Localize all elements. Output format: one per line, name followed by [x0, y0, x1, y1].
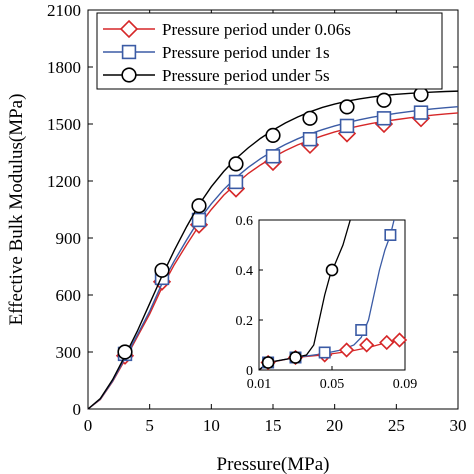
inset-data-point-pressure-period-under-0-06s — [391, 332, 408, 348]
inset-x-tick-label: 0.09 — [393, 377, 418, 392]
inset-data-point-pressure-period-under-0-06s — [359, 337, 375, 353]
legend-marker-pressure-period-under-1s — [121, 44, 137, 60]
data-point-pressure-period-under-1s — [302, 132, 318, 147]
inset-y-tick-label: 0.6 — [236, 214, 254, 229]
y-tick-label: 1200 — [47, 172, 81, 191]
inset-data-point-pressure-period-under-5s — [325, 263, 339, 277]
main-chart: 0 5 10 15 20 25 3003006009001200150018002100Pr… — [6, 1, 467, 474]
data-point-pressure-period-under-5s — [376, 92, 392, 108]
data-point-pressure-period-under-5s — [117, 344, 133, 360]
y-tick-label: 1800 — [47, 58, 81, 77]
x-axis-label: Pressure(MPa) — [217, 454, 330, 474]
data-point-pressure-period-under-5s — [228, 156, 244, 172]
inset-series-line-pressure-period-under-5s — [259, 220, 351, 370]
y-tick-label: 0 — [73, 400, 82, 419]
inset-x-tick-label: 0.01 — [247, 377, 272, 392]
x-tick-label: 5 — [145, 416, 154, 435]
y-axis-label: Effective Bulk Modulus(MPa) — [6, 94, 27, 326]
data-point-pressure-period-under-1s — [228, 174, 244, 190]
inset-data-point-pressure-period-under-1s — [318, 346, 331, 359]
data-point-pressure-period-under-5s — [302, 110, 318, 126]
data-point-pressure-period-under-1s — [265, 149, 281, 164]
x-tick-label: 25 — [388, 416, 405, 435]
legend-marker-pressure-period-under-5s — [121, 67, 137, 83]
inset-chart: 0.01 0.05 0.09 0 0.2 0.4 0.6 — [236, 214, 418, 392]
legend-label-pressure-period-under-5s: Pressure period under 5s — [162, 66, 330, 85]
inset-data-point-pressure-period-under-5s — [261, 356, 275, 369]
data-point-pressure-period-under-5s — [265, 127, 281, 143]
x-tick-label: 20 — [326, 416, 343, 435]
inset-data-point-pressure-period-under-1s — [384, 229, 397, 242]
inset-y-tick-label: 0.4 — [236, 264, 254, 279]
inset-data-point-pressure-period-under-5s — [289, 351, 302, 364]
data-point-pressure-period-under-1s — [339, 118, 355, 134]
data-point-pressure-period-under-1s — [191, 212, 207, 228]
x-tick-label: 15 — [265, 416, 282, 435]
legend-label-pressure-period-under-0-06s: Pressure period under 0.06s — [162, 20, 351, 39]
legend: Pressure period under 0.06s Pressure peri… — [96, 12, 443, 90]
y-tick-label: 2100 — [47, 1, 81, 20]
inset-x-tick-label: 0.05 — [320, 377, 345, 392]
data-point-pressure-period-under-1s — [413, 105, 429, 120]
data-point-pressure-period-under-5s — [154, 262, 170, 278]
legend-marker-pressure-period-under-0-06s — [119, 19, 139, 39]
x-tick-label: 0 — [84, 416, 93, 435]
inset-data-point-pressure-period-under-0-06s — [379, 334, 395, 351]
y-tick-label: 600 — [56, 286, 82, 305]
inset-data-point-pressure-period-under-0-06s — [338, 342, 355, 358]
y-tick-label: 1500 — [47, 115, 81, 134]
legend-label-pressure-period-under-1s: Pressure period under 1s — [162, 43, 330, 62]
data-point-pressure-period-under-5s — [413, 86, 429, 103]
y-tick-label: 300 — [56, 343, 82, 362]
x-tick-label: 10 — [203, 416, 220, 435]
y-tick-label: 900 — [56, 229, 82, 248]
inset-y-tick-label: 0.2 — [236, 314, 254, 329]
inset-frame — [258, 219, 406, 371]
data-point-pressure-period-under-5s — [339, 99, 355, 115]
inset-data-point-pressure-period-under-1s — [355, 323, 368, 336]
x-tick-label: 30 — [450, 416, 467, 435]
legend-box — [96, 12, 443, 90]
inset-y-tick-label: 0 — [246, 364, 253, 379]
data-point-pressure-period-under-1s — [376, 111, 392, 126]
data-point-pressure-period-under-5s — [191, 198, 207, 214]
